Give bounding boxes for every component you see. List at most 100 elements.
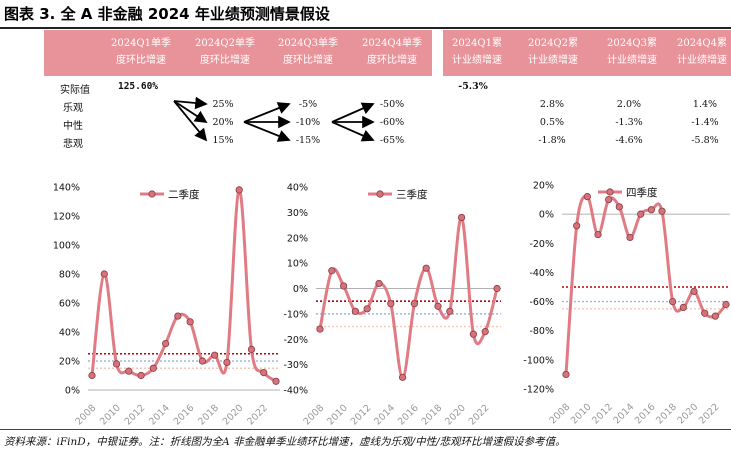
x-tick-label: 2014 bbox=[611, 402, 636, 427]
footer-divider bbox=[0, 429, 731, 430]
footer-note: 资料来源：iFinD，中银证券。注：折线图为全A 非金融单季业绩环比增速，虚线为… bbox=[4, 436, 566, 448]
data-point bbox=[316, 325, 324, 333]
x-tick-label: 2010 bbox=[98, 403, 123, 428]
table-header-single bbox=[44, 30, 432, 76]
data-point bbox=[605, 195, 613, 204]
y-tick-label: 80% bbox=[59, 270, 80, 281]
data-point bbox=[198, 357, 206, 365]
data-point bbox=[387, 300, 395, 308]
data-point bbox=[615, 203, 623, 211]
x-tick-label: 2020 bbox=[443, 403, 468, 428]
header-q4-single: 2024Q4单季 度环比增速 bbox=[361, 38, 422, 66]
data-point bbox=[434, 302, 442, 310]
data-point bbox=[186, 318, 194, 326]
charts-area: 0%20%40%60%80%100%120%140%2008 2010 2012 20… bbox=[53, 181, 730, 428]
cum-q4-neutral: -1.4% bbox=[691, 117, 719, 128]
cum-q2-neutral: 0.5% bbox=[539, 117, 565, 128]
q4-pessimistic: -65% bbox=[379, 135, 405, 146]
cum-q4-optimistic: 1.4% bbox=[692, 99, 718, 110]
x-tick-label: 2008 bbox=[73, 403, 98, 428]
cum-q3-neutral: -1.3% bbox=[615, 117, 643, 128]
q2-pessimistic: 15% bbox=[212, 135, 234, 146]
data-point bbox=[363, 305, 371, 313]
row-label-pessimistic: 悲观 bbox=[63, 139, 83, 150]
x-tick-label: 2010 bbox=[569, 402, 594, 427]
x-tick-label: 2018 bbox=[419, 403, 444, 428]
y-tick-label: 0% bbox=[539, 210, 554, 221]
cum-q2-optimistic: 2.8% bbox=[539, 99, 565, 110]
row-label-actual: 实际值 bbox=[60, 85, 90, 96]
x-tick-label: 2022 bbox=[245, 403, 270, 428]
series-line bbox=[90, 188, 277, 383]
legend-label: 三季度 bbox=[396, 188, 428, 201]
y-tick-label: 60% bbox=[59, 299, 80, 310]
x-tick-label: 2018 bbox=[654, 402, 679, 427]
y-tick-label: -20% bbox=[529, 239, 554, 250]
data-point bbox=[594, 230, 602, 239]
header-q2-cum: 2024Q2累 计业绩增速 bbox=[527, 38, 578, 66]
data-point bbox=[637, 210, 645, 218]
q3-neutral: -10% bbox=[295, 117, 321, 128]
data-point bbox=[446, 307, 454, 315]
y-tick-label: 20% bbox=[287, 233, 308, 244]
data-point bbox=[398, 373, 407, 381]
series-line bbox=[318, 215, 499, 379]
y-tick-label: 100% bbox=[53, 241, 80, 252]
header-q1-single: 2024Q1单季 度环比增速 bbox=[110, 38, 171, 66]
y-tick-label: 120% bbox=[53, 212, 80, 223]
page-title: 图表 3. 全 A 非金融 2024 年业绩预测情景假设 bbox=[4, 5, 330, 23]
y-tick-label: 40% bbox=[287, 183, 308, 194]
y-tick-label: -40% bbox=[283, 386, 308, 397]
legend-marker bbox=[606, 188, 614, 196]
data-point bbox=[260, 368, 268, 377]
x-tick-label: 2012 bbox=[590, 402, 615, 427]
q4-optimistic: -50% bbox=[379, 99, 405, 110]
data-point bbox=[339, 282, 348, 290]
y-tick-label: 0% bbox=[65, 386, 80, 397]
title-divider bbox=[0, 27, 731, 29]
data-point bbox=[690, 287, 698, 295]
y-tick-label: 20% bbox=[59, 357, 80, 368]
y-tick-label: -80% bbox=[529, 326, 554, 337]
header-q2-single: 2024Q2单季 度环比增速 bbox=[194, 38, 255, 66]
data-point bbox=[235, 186, 243, 194]
y-tick-label: 40% bbox=[59, 328, 80, 339]
data-point bbox=[679, 303, 687, 311]
data-point bbox=[328, 267, 336, 275]
row-label-optimistic: 乐观 bbox=[63, 103, 83, 114]
data-point bbox=[658, 207, 666, 215]
data-point bbox=[626, 233, 634, 242]
data-point bbox=[722, 300, 730, 309]
x-tick-label: 2020 bbox=[221, 403, 246, 428]
data-point bbox=[211, 351, 219, 359]
y-tick-label: -120% bbox=[523, 385, 554, 396]
data-point bbox=[711, 312, 719, 320]
y-tick-label: 0% bbox=[293, 284, 308, 295]
x-tick-label: 2012 bbox=[123, 403, 148, 428]
data-point bbox=[669, 297, 677, 306]
x-tick-label: 2012 bbox=[349, 403, 374, 428]
data-point bbox=[583, 193, 591, 201]
data-point bbox=[272, 377, 280, 385]
row-label-neutral: 中性 bbox=[63, 121, 83, 132]
legend-label: 二季度 bbox=[168, 188, 200, 201]
x-tick-label: 2014 bbox=[147, 403, 172, 428]
x-tick-label: 2022 bbox=[697, 402, 722, 427]
x-tick-label: 2014 bbox=[372, 403, 397, 428]
y-tick-label: -60% bbox=[529, 297, 554, 308]
legend-marker bbox=[376, 190, 384, 198]
scenario-arrows bbox=[173, 96, 375, 142]
y-tick-label: -20% bbox=[283, 335, 308, 346]
q4-neutral: -60% bbox=[379, 117, 405, 128]
table-header-cumulative bbox=[443, 30, 731, 76]
data-point bbox=[647, 206, 655, 214]
x-tick-label: 2016 bbox=[396, 403, 421, 428]
data-point bbox=[457, 213, 466, 222]
cum-q4-pessimistic: -5.8% bbox=[691, 135, 719, 146]
x-tick-label: 2018 bbox=[196, 403, 221, 428]
x-tick-label: 2016 bbox=[633, 402, 658, 427]
data-point bbox=[410, 300, 418, 308]
cum-q3-pessimistic: -4.6% bbox=[615, 135, 643, 146]
data-point bbox=[469, 330, 477, 338]
data-point bbox=[149, 364, 157, 372]
